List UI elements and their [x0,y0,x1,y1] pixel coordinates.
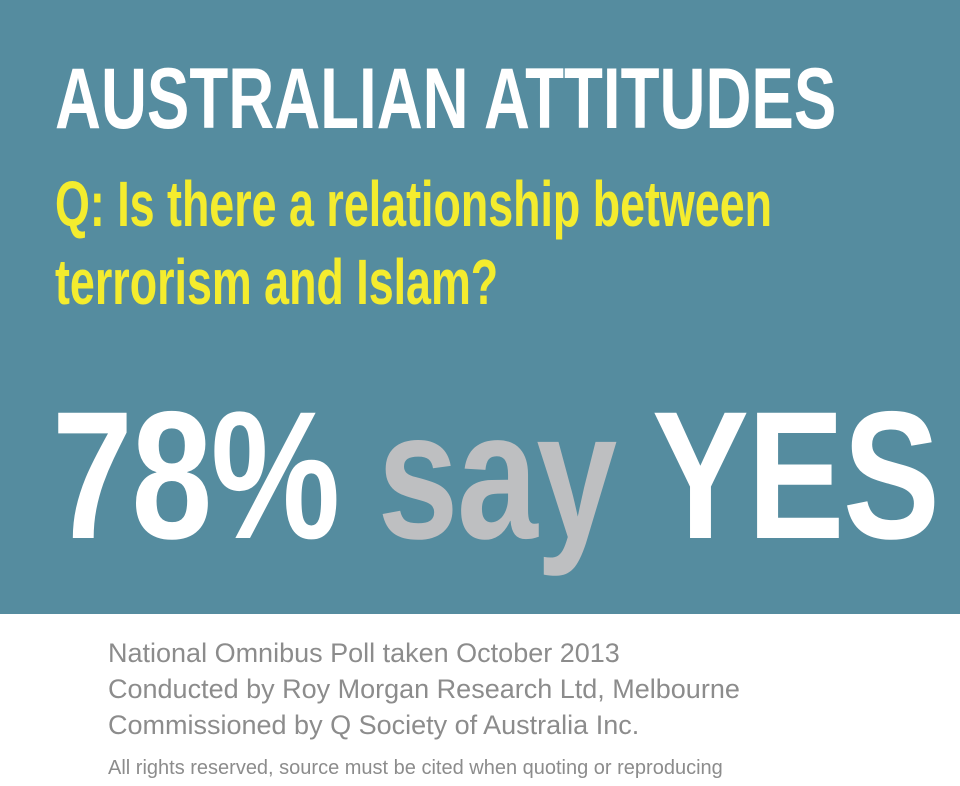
question-line-2: terrorism and Islam? [55,246,499,318]
result-answer: YES [651,373,940,577]
footer-rights: All rights reserved, source must be cite… [108,757,723,779]
result-statement: 78% say YES [52,384,940,566]
result-say: say [377,373,617,577]
result-percent: 78% [52,373,340,577]
question-line-1: Q: Is there a relationship between [55,168,772,240]
page-title: AUSTRALIAN ATTITUDES [55,51,837,147]
headline-panel: AUSTRALIAN ATTITUDES Q: Is there a relat… [0,0,960,614]
footer-conducted-by: Conducted by Roy Morgan Research Ltd, Me… [108,674,740,704]
footer-commissioned-by: Commissioned by Q Society of Australia I… [108,710,640,740]
footer-poll-info: National Omnibus Poll taken October 2013 [108,638,620,668]
